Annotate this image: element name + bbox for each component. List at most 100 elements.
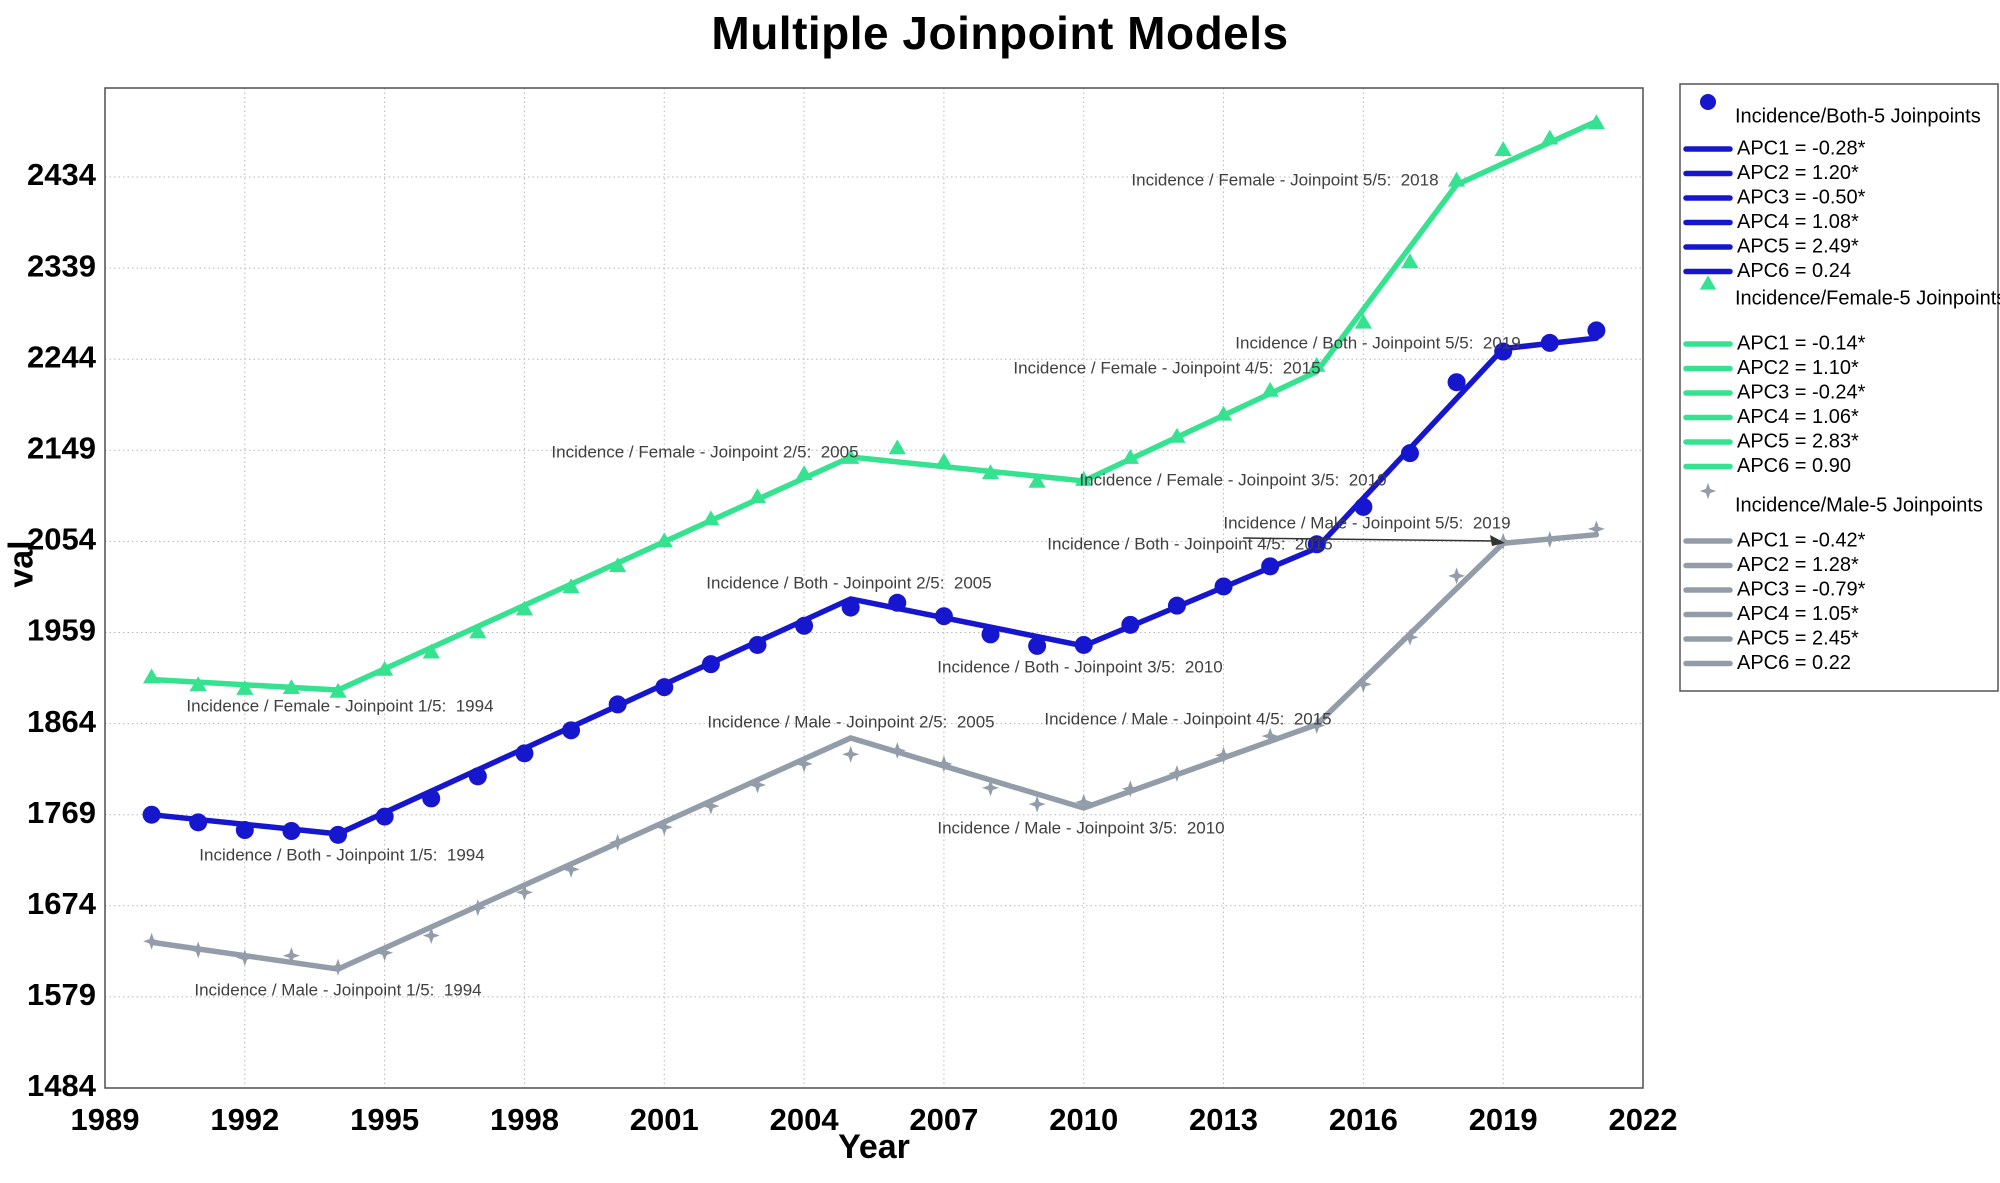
y-tick-label: 2339: [27, 248, 96, 283]
data-point-female: [469, 623, 487, 639]
data-point-female: [1447, 171, 1466, 187]
data-point-female: [1121, 448, 1139, 464]
x-tick-label: 2013: [1189, 1102, 1258, 1137]
data-point-both: [329, 825, 348, 844]
data-point-both: [888, 593, 907, 612]
data-point-female: [1028, 472, 1046, 488]
annotation-label: Incidence / Female - Joinpoint 4/5: 2015: [1013, 358, 1320, 377]
legend-apc-label: APC3 = -0.79*: [1737, 578, 1866, 600]
annotation-label: Incidence / Both - Joinpoint 4/5: 2015: [1047, 534, 1332, 553]
legend-apc-label: APC2 = 1.28*: [1737, 554, 1859, 576]
annotation-arrow: [1242, 537, 1498, 542]
annotation-label: Incidence / Female - Joinpoint 2/5: 2005: [551, 442, 858, 461]
data-point-both: [701, 655, 720, 674]
annotation-label: Incidence / Male - Joinpoint 2/5: 2005: [707, 712, 994, 731]
data-point-male: [236, 949, 254, 967]
legend-series-label: Incidence/Both-5 Joinpoints: [1735, 105, 1981, 127]
data-point-both: [1028, 636, 1047, 655]
data-point-both: [189, 813, 208, 832]
x-tick-label: 1995: [350, 1102, 419, 1137]
data-point-both: [608, 695, 627, 714]
data-point-female: [1214, 405, 1233, 421]
data-point-male: [282, 947, 300, 965]
data-point-male: [935, 755, 953, 773]
data-point-both: [1494, 342, 1513, 361]
y-tick-label: 2054: [27, 522, 97, 557]
data-point-male: [702, 797, 720, 815]
data-point-both: [795, 616, 814, 635]
data-point-female: [609, 557, 627, 573]
data-point-both: [1587, 321, 1606, 340]
data-point-both: [1354, 497, 1373, 516]
data-point-male: [1261, 727, 1279, 745]
legend-apc-label: APC5 = 2.83*: [1737, 430, 1859, 452]
data-point-both: [934, 607, 953, 626]
data-point-male: [748, 776, 766, 794]
data-point-female: [1354, 313, 1372, 329]
data-point-male: [376, 944, 394, 962]
legend-apc-label: APC6 = 0.24: [1737, 260, 1851, 282]
y-tick-label: 1579: [27, 977, 96, 1012]
x-tick-label: 1998: [490, 1102, 559, 1137]
legend-apc-label: APC4 = 1.05*: [1737, 603, 1859, 625]
x-tick-label: 1989: [71, 1102, 140, 1137]
data-point-female: [795, 465, 813, 481]
data-point-male: [655, 818, 673, 836]
data-point-both: [981, 625, 1000, 644]
data-point-female: [376, 660, 394, 676]
legend-apc-label: APC3 = -0.24*: [1737, 381, 1866, 403]
annotation-label: Incidence / Male - Joinpoint 3/5: 2010: [937, 818, 1224, 837]
annotation-label: Incidence / Both - Joinpoint 2/5: 2005: [706, 573, 991, 592]
legend-marker-both: [1700, 94, 1716, 110]
legend-apc-label: APC4 = 1.08*: [1737, 211, 1859, 233]
y-tick-label: 2434: [27, 157, 97, 192]
data-point-male: [329, 958, 347, 976]
chart-title: Multiple Joinpoint Models: [711, 7, 1289, 59]
data-point-both: [1074, 635, 1093, 654]
annotation-label: Incidence / Female - Joinpoint 5/5: 2018: [1131, 170, 1438, 189]
data-point-female: [702, 510, 720, 526]
x-tick-label: 2022: [1609, 1102, 1678, 1137]
data-point-female: [515, 600, 534, 616]
data-point-female: [1541, 129, 1559, 145]
data-point-female: [143, 668, 161, 684]
data-point-female: [655, 532, 673, 548]
data-point-both: [468, 767, 487, 786]
data-point-male: [1354, 675, 1372, 693]
data-point-both: [422, 789, 441, 808]
data-point-male: [1587, 520, 1605, 538]
annotation-arrowhead: [1490, 535, 1505, 546]
data-point-both: [1307, 535, 1326, 554]
data-point-female: [1261, 381, 1279, 397]
data-point-male: [469, 899, 487, 917]
data-point-female: [1401, 253, 1419, 269]
data-point-male: [1028, 795, 1046, 813]
data-point-female: [1494, 141, 1512, 156]
y-tick-label: 1959: [27, 613, 96, 648]
data-point-both: [841, 598, 860, 617]
y-tick-label: 1769: [27, 795, 96, 830]
legend-marker-male: [1699, 482, 1717, 500]
legend-marker-female: [1699, 275, 1717, 290]
annotation-label: Incidence / Both - Joinpoint 5/5: 2019: [1235, 333, 1520, 352]
data-point-female: [422, 643, 440, 659]
data-point-both: [1400, 444, 1419, 463]
data-point-female: [748, 488, 767, 504]
data-point-female: [981, 464, 1000, 480]
data-point-both: [142, 805, 161, 824]
legend-apc-label: APC3 = -0.50*: [1737, 186, 1866, 208]
data-point-male: [1401, 628, 1419, 646]
data-point-male: [189, 941, 207, 959]
data-point-male: [888, 741, 906, 759]
data-point-male: [1168, 764, 1186, 782]
y-tick-label: 2149: [27, 430, 96, 465]
legend-apc-label: APC1 = -0.42*: [1737, 529, 1866, 551]
data-point-male: [982, 779, 1000, 797]
data-point-female: [1168, 427, 1186, 443]
annotation-label: Incidence / Female - Joinpoint 1/5: 1994: [186, 696, 493, 715]
data-point-female: [189, 676, 207, 692]
x-tick-label: 1992: [210, 1102, 279, 1137]
annotation-label: Incidence / Male - Joinpoint 1/5: 1994: [194, 980, 481, 999]
legend-apc-label: APC6 = 0.90: [1737, 455, 1851, 477]
